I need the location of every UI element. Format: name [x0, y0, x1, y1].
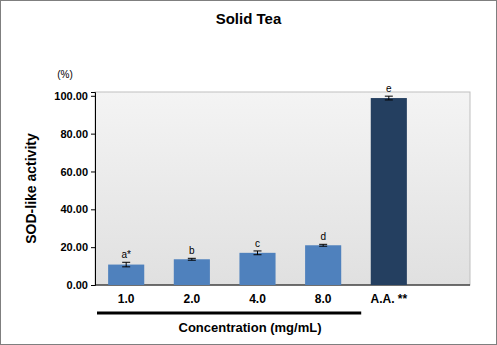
x-tick: A.A. ** [370, 285, 407, 306]
y-tick-label: 60.00 [60, 165, 88, 177]
x-tick-label: 8.0 [315, 292, 332, 306]
y-tick: 20.00 [60, 241, 95, 253]
x-tick-label: 4.0 [249, 292, 266, 306]
y-tick: 0.00 [67, 279, 95, 291]
bars [108, 96, 407, 285]
y-tick-label: 0.00 [67, 279, 88, 291]
y-axis-title: SOD-like activity [23, 133, 39, 244]
plot-area [95, 92, 470, 285]
y-tick-mark [91, 209, 95, 210]
error-bar [385, 96, 393, 100]
chart: 0.00 20.00 40.00 60.00 80.00 100.00 1.0 2.0 4.0 8… [0, 0, 497, 345]
y-axis: 0.00 20.00 40.00 60.00 80.00 100.00 [54, 90, 95, 291]
y-tick-label: 80.00 [60, 128, 88, 140]
x-tick: 1.0 [118, 285, 135, 306]
bar [371, 98, 407, 285]
x-tick: 2.0 [183, 285, 200, 306]
y-tick-mark [91, 171, 95, 172]
x-tick: 8.0 [315, 285, 332, 306]
y-axis-line [91, 93, 96, 286]
x-tick-label: 1.0 [118, 292, 135, 306]
bar [305, 245, 341, 285]
annotation: a* [121, 249, 131, 260]
y-tick: 100.00 [54, 90, 95, 102]
error-bar [254, 251, 262, 255]
y-tick: 80.00 [60, 128, 95, 140]
error-bar [122, 262, 130, 267]
y-tick-label: 20.00 [60, 241, 88, 253]
x-axis-line [95, 285, 470, 286]
bar [108, 265, 144, 285]
x-axis-title: Concentration (mg/mL) [179, 320, 322, 335]
bar [239, 253, 275, 285]
error-bar [188, 258, 196, 260]
annotation: c [255, 238, 260, 249]
x-tick: 4.0 [249, 285, 266, 306]
x-tick-label: A.A. ** [370, 292, 407, 306]
bar [174, 259, 210, 285]
x-tick-label: 2.0 [183, 292, 200, 306]
title: Solid Tea [216, 10, 282, 27]
y-tick-mark [91, 96, 95, 97]
y-tick-mark [91, 247, 95, 248]
error-bar [319, 244, 327, 246]
x-axis: 1.0 2.0 4.0 8.0 A.A. ** [95, 285, 470, 306]
group-bracket [97, 312, 361, 315]
annotation: d [320, 231, 326, 242]
annotations: a* b c d e [121, 83, 392, 260]
annotation: e [386, 83, 392, 94]
y-tick-mark [91, 285, 95, 286]
annotation: b [189, 245, 195, 256]
chart-frame [1, 1, 497, 345]
y-tick-label: 100.00 [54, 90, 88, 102]
y-tick-label: 40.00 [60, 203, 88, 215]
y-tick: 40.00 [60, 203, 95, 215]
y-axis-unit: (%) [57, 69, 73, 80]
y-tick-mark [91, 134, 95, 135]
y-tick: 60.00 [60, 165, 95, 177]
